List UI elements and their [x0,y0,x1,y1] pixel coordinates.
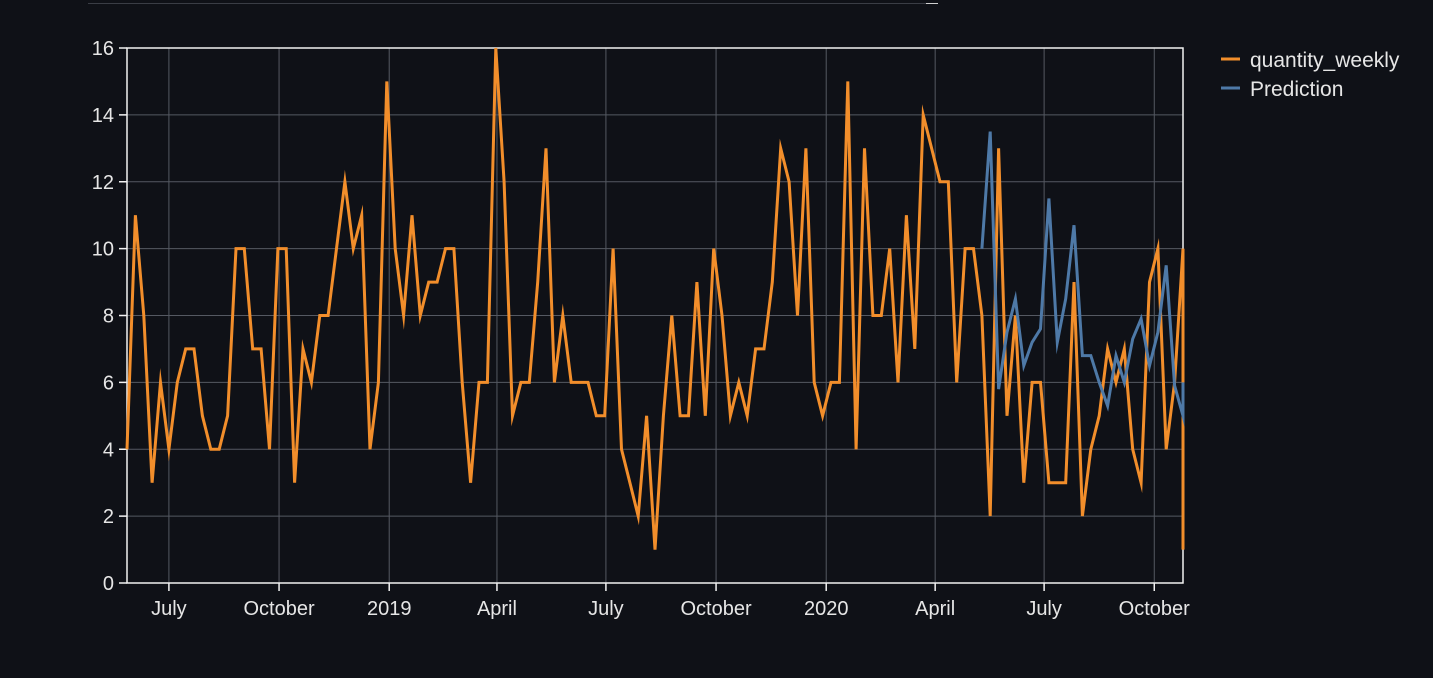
x-tick-label: 2020 [804,598,849,620]
x-tick-label: October [1119,598,1190,620]
x-tick-label: April [477,598,517,620]
x-tick-label: July [1026,598,1062,620]
y-tick-label: 12 [92,172,114,194]
y-tick-label: 16 [92,38,114,60]
grid-lines [127,47,1183,584]
x-tick-label: July [151,598,187,620]
y-tick-label: 0 [103,573,114,595]
legend-label: quantity_weekly [1250,49,1400,72]
legend: quantity_weekly Prediction [1221,49,1400,101]
top-scrollbar [88,0,938,4]
x-tick-label: 2019 [367,598,412,620]
scroll-handle[interactable] [926,3,938,4]
axes: 0 2 4 6 8 10 12 14 16 July October 2019 April July Oct… [92,38,1190,620]
y-tick-label: 8 [103,306,114,328]
x-tick-label: July [588,598,624,620]
series-line-quantity-weekly [125,47,1185,550]
y-tick-label: 10 [92,239,114,261]
x-tick-label: April [915,598,955,620]
series-line-prediction [980,131,1185,427]
series-layer [125,47,1185,550]
legend-label: Prediction [1250,78,1343,101]
y-tick-label: 6 [103,372,114,394]
x-tick-label: October [243,598,314,620]
x-tick-label: October [680,598,751,620]
y-tick-label: 4 [103,439,114,461]
y-tick-label: 14 [92,105,114,127]
y-tick-label: 2 [103,506,114,528]
